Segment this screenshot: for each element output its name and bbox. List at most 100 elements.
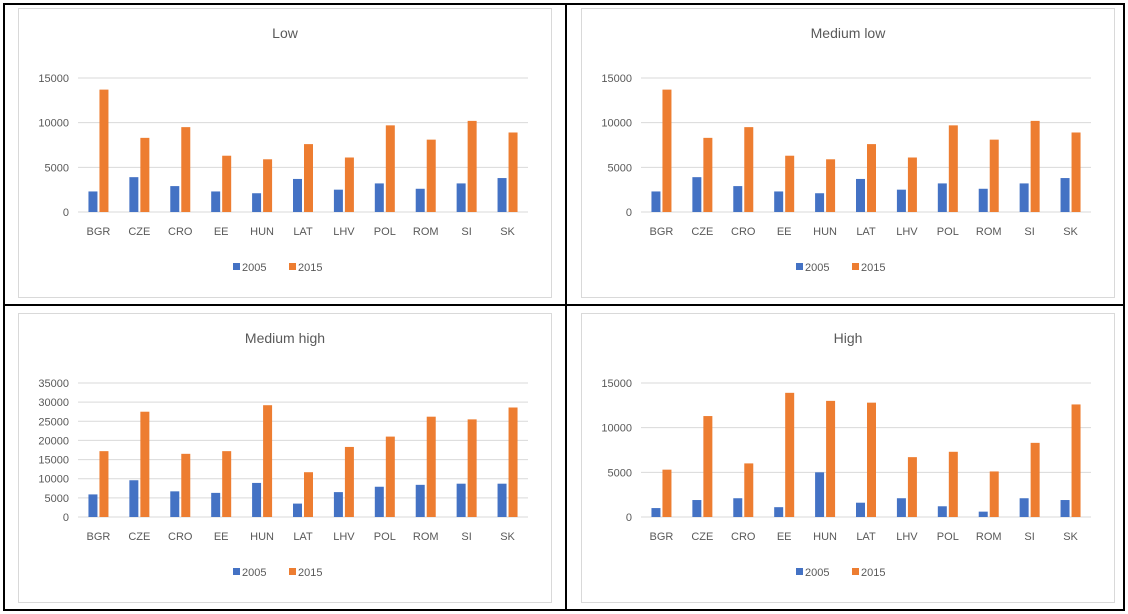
- x-tick-label: LHV: [896, 226, 918, 238]
- bar-2005-sk: [1060, 500, 1070, 517]
- y-tick-label: 5000: [45, 493, 69, 505]
- legend-label: 2015: [861, 262, 885, 274]
- bar-2015-rom: [989, 139, 999, 212]
- x-tick-label: CRO: [168, 226, 193, 238]
- x-tick-label: LHV: [896, 531, 918, 543]
- bar-2005-ee: [774, 191, 784, 212]
- bar-2015-si: [467, 419, 477, 517]
- bar-2005-rom: [415, 484, 425, 517]
- bar-2015-sk: [1071, 404, 1081, 517]
- x-tick-label: CRO: [731, 226, 756, 238]
- y-tick-label: 15000: [38, 455, 69, 467]
- bar-2015-cro: [181, 127, 191, 212]
- x-tick-label: LHV: [333, 226, 355, 238]
- bar-2005-ee: [211, 492, 221, 517]
- x-tick-label: POL: [937, 531, 959, 543]
- bar-2005-pol: [937, 183, 947, 212]
- bar-2015-cro: [744, 463, 754, 517]
- bar-2005-rom: [978, 511, 988, 517]
- bar-2005-si: [1019, 498, 1029, 517]
- layout-table: [3, 3, 1125, 611]
- x-tick-label: CZE: [128, 531, 150, 543]
- x-tick-label: BGR: [650, 226, 674, 238]
- y-tick-label: 0: [63, 512, 69, 524]
- bar-2005-cze: [692, 177, 702, 212]
- legend-swatch: [233, 263, 240, 270]
- chart-title: Medium low: [811, 25, 887, 41]
- y-tick-label: 0: [626, 207, 632, 219]
- bar-2015-pol: [385, 125, 395, 212]
- bar-2005-hun: [815, 193, 825, 212]
- bar-2005-ee: [774, 507, 784, 517]
- bar-2015-bgr: [99, 89, 109, 212]
- x-tick-label: SI: [1024, 226, 1034, 238]
- legend-swatch: [852, 263, 859, 270]
- bar-2015-hun: [826, 159, 836, 212]
- x-tick-label: CRO: [731, 531, 756, 543]
- legend-label: 2005: [805, 567, 829, 579]
- bar-2015-sk: [1071, 132, 1081, 212]
- bar-2015-lhv: [907, 157, 917, 212]
- chart-title: High: [834, 330, 863, 346]
- bar-2005-cro: [170, 491, 180, 517]
- bar-2005-cze: [692, 500, 702, 517]
- x-tick-label: SK: [1063, 531, 1078, 543]
- bar-2015-pol: [385, 436, 395, 517]
- y-tick-label: 10000: [38, 118, 69, 130]
- x-tick-label: LAT: [293, 226, 313, 238]
- bar-2015-ee: [785, 155, 795, 212]
- bar-2005-hun: [815, 472, 825, 517]
- bar-2015-cze: [140, 137, 150, 212]
- x-tick-label: SK: [1063, 226, 1078, 238]
- y-tick-label: 30000: [38, 397, 69, 409]
- bar-2015-lat: [867, 144, 876, 212]
- chart-high: High 0 5000 10000 15000 BGR CZE CRO EE HUN LAT LHV P…: [581, 313, 1115, 603]
- x-tick-label: EE: [214, 226, 229, 238]
- legend-swatch: [233, 568, 240, 575]
- x-tick-label: CZE: [691, 531, 713, 543]
- legend-swatch: [796, 568, 803, 575]
- bar-2015-hun: [826, 400, 836, 517]
- x-tick-label: LAT: [856, 226, 876, 238]
- y-tick-label: 10000: [38, 474, 69, 486]
- y-tick-label: 10000: [601, 118, 632, 130]
- bar-2005-cro: [733, 498, 743, 517]
- bar-2005-hun: [252, 482, 262, 517]
- bar-2005-cro: [733, 186, 743, 212]
- legend-label: 2015: [861, 567, 885, 579]
- bar-2015-lhv: [344, 157, 354, 212]
- legend-label: 2015: [298, 567, 322, 579]
- y-tick-label: 10000: [601, 423, 632, 435]
- bar-2015-cze: [140, 411, 150, 517]
- x-tick-label: ROM: [976, 226, 1002, 238]
- bar-2015-cze: [703, 137, 713, 212]
- y-tick-label: 5000: [45, 162, 69, 174]
- x-tick-label: ROM: [413, 226, 439, 238]
- x-tick-label: SK: [500, 531, 515, 543]
- legend-swatch: [796, 263, 803, 270]
- bar-2005-pol: [937, 506, 947, 517]
- bar-2005-cze: [129, 480, 139, 517]
- x-tick-label: ROM: [413, 531, 439, 543]
- bar-2015-lat: [867, 402, 876, 517]
- chart-low: Low 0 5000 10000 15000 BGR CZE CRO EE HUN LAT LHV PO…: [18, 8, 552, 298]
- bar-2005-lat: [293, 503, 302, 517]
- x-tick-label: BGR: [650, 531, 674, 543]
- bar-2015-lat: [304, 144, 313, 212]
- bar-2015-si: [467, 120, 477, 212]
- bar-2005-sk: [497, 483, 507, 517]
- bar-2005-cze: [129, 177, 139, 212]
- bar-2015-bgr: [662, 469, 672, 517]
- bar-2015-hun: [263, 159, 273, 212]
- bar-2015-lhv: [907, 457, 917, 517]
- bar-2005-ee: [211, 191, 221, 212]
- x-tick-label: HUN: [250, 226, 274, 238]
- chart-medium-low: Medium low 0 5000 10000 15000 BGR CZE CRO EE HUN L…: [581, 8, 1115, 298]
- x-tick-label: ROM: [976, 531, 1002, 543]
- legend-swatch: [289, 263, 296, 270]
- bar-2015-hun: [263, 405, 273, 517]
- bar-2015-rom: [989, 471, 999, 517]
- legend-swatch: [852, 568, 859, 575]
- bar-2005-lat: [293, 178, 302, 212]
- y-tick-label: 15000: [38, 73, 69, 85]
